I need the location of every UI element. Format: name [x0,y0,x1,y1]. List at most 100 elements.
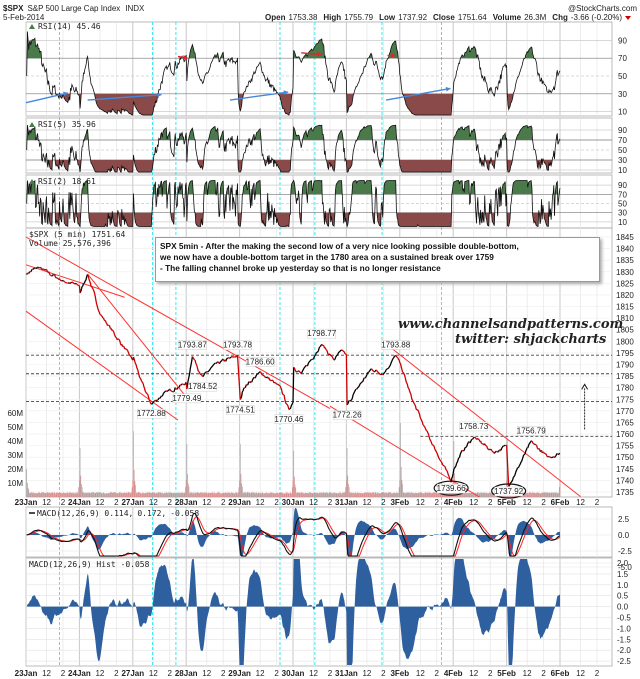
x-tick-label: 28Jan [175,669,198,678]
volume-bar [353,492,355,497]
volume-bar [165,492,167,497]
volume-bar [322,492,323,497]
volume-bar [369,492,371,497]
volume-bar [428,492,429,497]
volume-bar [45,492,47,497]
price-label-box [226,405,255,415]
volume-bar [172,493,173,497]
volume-bar [412,493,414,497]
volume-bar [351,493,353,497]
volume-bar [107,493,108,497]
volume-bar [426,492,427,497]
volume-bar [311,493,313,497]
volume-bar [74,493,75,497]
volume-bar [288,492,290,497]
volume-bar [133,469,135,497]
volume-bar [442,493,444,497]
volume-bar [406,492,407,497]
volume-bar [347,475,349,497]
hist-tick-label: -2.5 [617,657,631,666]
volume-bar [218,492,219,497]
volume-bar [527,492,529,497]
volume-bar [201,492,203,497]
volume-bar [135,485,136,497]
volume-bar [37,492,39,497]
volume-bar [307,493,308,497]
volume-bar [53,492,55,497]
volume-bar [139,492,140,497]
volume-bar [202,492,203,497]
hist-tick-label: 1.0 [617,581,629,590]
price-label: 1772.26 [333,411,362,420]
volume-bar [183,493,184,497]
volume-bar [348,484,349,497]
volume-bar [46,493,47,497]
volume-bar [545,492,547,497]
volume-bar [183,492,185,497]
volume-bar [279,492,281,497]
volume-bar [552,492,553,497]
volume-bar [483,492,485,497]
price-label: 1774.51 [226,405,255,414]
volume-bar [383,492,385,497]
volume-bar [485,492,487,497]
volume-bar [365,492,367,497]
volume-bar [368,492,370,497]
volume-bar [554,492,555,497]
volume-bar [212,492,214,497]
x-tick-label: 12 [576,498,585,507]
volume-bar [481,492,483,497]
volume-bar [287,493,289,497]
volume-bar [153,492,155,497]
volume-bar [436,493,438,497]
volume-bar [478,492,479,497]
hist-tick-label: -0.5 [617,614,631,623]
volume-bar [103,492,104,497]
volume-bar [252,492,253,497]
volume-bar [55,493,56,497]
volume-bar [464,492,466,497]
volume-bar [372,492,373,497]
volume-bar [222,492,224,497]
exchange: INDX [125,4,145,13]
volume-bar [531,492,533,497]
volume-bar [491,493,493,497]
volume-bar [315,493,317,497]
volume-bar [317,492,318,497]
price-label: 1793.78 [223,341,252,350]
volume-bar [235,492,236,497]
macd-tick-label: -5.0 [618,563,632,572]
volume-bar [367,492,369,497]
volume-bar [395,493,397,497]
volume-bar [112,492,114,497]
volume-bar [467,493,469,497]
volume-bar [77,493,79,497]
volume-bar [553,492,555,497]
quote-value: 1755.79 [344,13,373,22]
price-tick-label: 1775 [616,395,634,404]
x-tick-label: 30Jan [282,669,305,678]
volume-bar [266,493,268,497]
volume-bar [133,431,134,497]
volume-bar [467,492,468,497]
volume-bar [391,493,393,497]
volume-bar [298,492,299,497]
volume-tick-label: 20M [7,465,23,474]
volume-bar [99,492,101,497]
volume-bar [259,493,260,497]
volume-bar [532,492,533,497]
volume-bar [273,493,275,497]
volume-bar [162,493,164,497]
volume-bar [272,492,273,497]
volume-bar [278,493,279,497]
x-tick-label: 12 [416,669,425,678]
volume-bar [326,492,328,497]
volume-bar [121,493,123,497]
volume-bar [309,492,311,497]
volume-bar [154,492,156,497]
volume-bar [491,492,492,497]
volume-bar [529,492,531,497]
volume-bar [33,492,34,497]
volume-bar [390,492,392,497]
rsi-tick-label: 90 [618,126,627,135]
